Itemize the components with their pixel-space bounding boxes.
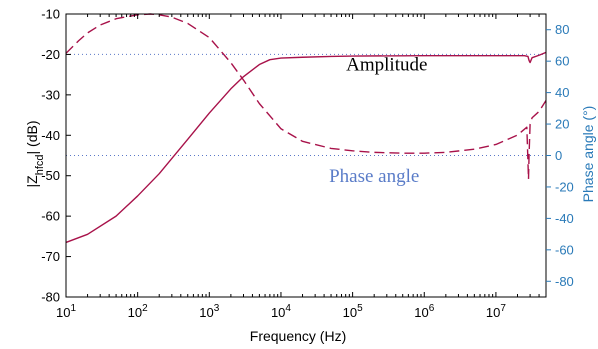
y2-tick-label: 40 (555, 85, 569, 100)
amplitude-series-line (65, 51, 547, 244)
y-tick-label: -10 (41, 7, 60, 22)
y2-tick-label: -80 (555, 274, 574, 289)
annotation-phase-angle: Phase angle (329, 166, 419, 187)
y-label-tail: | (dB) (24, 121, 40, 155)
y2-tick-label: -20 (555, 179, 574, 194)
y-tick-label: -40 (41, 128, 60, 143)
x-tick-label: 107 (486, 303, 506, 320)
x-tick-label: 104 (271, 303, 291, 320)
y2-tick-label: 80 (555, 22, 569, 37)
x-axis-label: Frequency (Hz) (250, 328, 346, 344)
y2-tick-label: -60 (555, 242, 574, 257)
x-tick-label: 103 (199, 303, 219, 320)
y2-tick-label: 0 (555, 148, 562, 163)
y-tick-label: -50 (41, 168, 60, 183)
y-tick-label: -20 (41, 47, 60, 62)
x-tick-label: 102 (128, 303, 148, 320)
y-axis-label-left: |Zhfcd| (dB) (24, 121, 46, 188)
y2-tick-label: -40 (555, 211, 574, 226)
x-tick-label: 101 (56, 303, 76, 320)
series-layer (65, 13, 547, 244)
y-tick-label: -70 (41, 249, 60, 264)
y-tick-label: -60 (41, 209, 60, 224)
y-axis-label-right: Phase angle (°) (580, 106, 596, 203)
y-label-sub: hfcd (34, 154, 46, 175)
x-tick-label: 106 (414, 303, 434, 320)
y-axis-left-ticks: -10 -20 -30 -40 -50 -60 -70 -80 (41, 7, 71, 305)
x-axis-ticks: 101 102 103 104 105 106 107 (56, 14, 547, 320)
phase-series-line (65, 13, 547, 180)
x-tick-label: 105 (343, 303, 363, 320)
reference-lines (66, 53, 546, 156)
y-axis-right-ticks: 80 60 40 20 0 -20 -40 -60 -80 (546, 22, 574, 289)
y2-tick-label: 60 (555, 54, 569, 69)
y-tick-label: -80 (41, 290, 60, 305)
annotation-amplitude: Amplitude (346, 55, 427, 76)
y2-tick-label: 20 (555, 117, 569, 132)
y-label-main: |Z (24, 175, 40, 188)
y-tick-label: -30 (41, 87, 60, 102)
